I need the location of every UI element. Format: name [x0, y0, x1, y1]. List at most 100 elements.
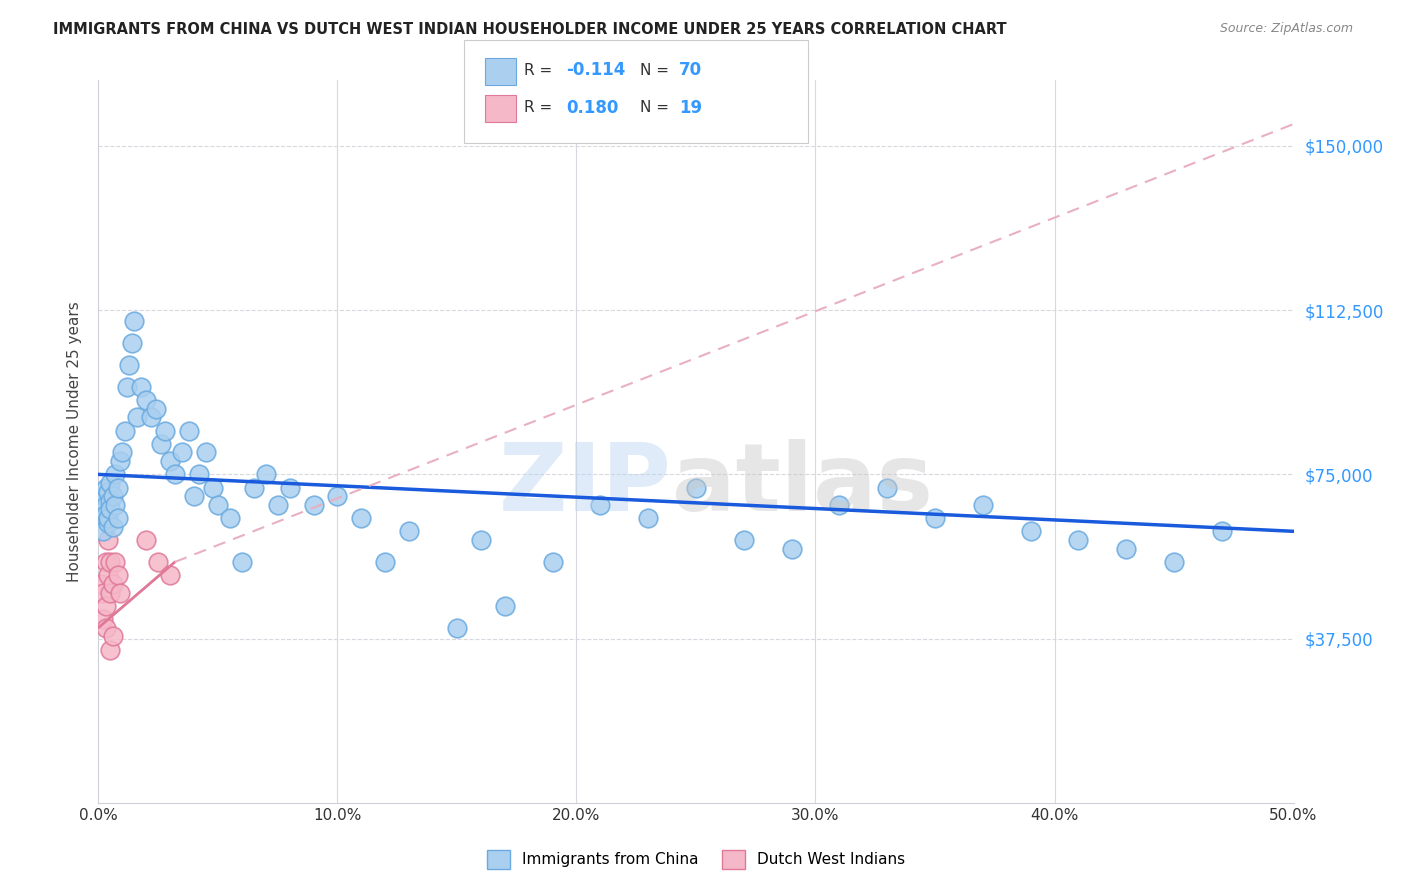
Point	[101, 629, 124, 643]
Point	[111, 445, 134, 459]
Point	[780, 541, 803, 556]
Text: 70: 70	[679, 62, 702, 79]
Text: ZIP: ZIP	[499, 439, 672, 531]
Point	[876, 481, 898, 495]
Point	[267, 498, 290, 512]
Text: 0.180: 0.180	[567, 99, 619, 117]
Text: atlas: atlas	[672, 439, 934, 531]
Point	[1115, 541, 1137, 556]
Point	[195, 445, 218, 459]
Point	[118, 358, 141, 372]
Point	[398, 524, 420, 539]
Point	[231, 555, 253, 569]
Text: R =: R =	[524, 63, 558, 78]
Point	[91, 524, 114, 539]
Point	[163, 467, 186, 482]
Point	[254, 467, 277, 482]
Point	[125, 410, 148, 425]
Point	[98, 555, 122, 569]
Point	[350, 511, 373, 525]
Point	[243, 481, 266, 495]
Point	[90, 511, 112, 525]
Point	[107, 481, 129, 495]
Point	[98, 476, 122, 491]
Point	[135, 392, 157, 407]
Point	[98, 585, 122, 599]
Point	[139, 410, 162, 425]
Point	[155, 424, 177, 438]
Point	[187, 467, 209, 482]
Point	[104, 498, 127, 512]
Point	[219, 511, 242, 525]
Point	[131, 380, 153, 394]
Point	[98, 502, 122, 516]
Text: -0.114: -0.114	[567, 62, 626, 79]
Point	[101, 577, 124, 591]
Point	[98, 642, 122, 657]
Point	[589, 498, 612, 512]
Point	[972, 498, 994, 512]
Point	[91, 585, 114, 599]
Point	[104, 467, 127, 482]
Point	[685, 481, 707, 495]
Point	[114, 424, 136, 438]
Point	[148, 555, 170, 569]
Point	[135, 533, 157, 547]
Point	[302, 498, 325, 512]
Point	[94, 507, 117, 521]
Point	[101, 520, 124, 534]
Text: R =: R =	[524, 101, 558, 115]
Point	[121, 336, 143, 351]
Point	[159, 454, 181, 468]
Point	[94, 481, 117, 495]
Point	[374, 555, 396, 569]
Point	[149, 436, 172, 450]
Point	[94, 621, 117, 635]
Point	[107, 568, 129, 582]
Point	[494, 599, 516, 613]
Text: Source: ZipAtlas.com: Source: ZipAtlas.com	[1219, 22, 1353, 36]
Text: IMMIGRANTS FROM CHINA VS DUTCH WEST INDIAN HOUSEHOLDER INCOME UNDER 25 YEARS COR: IMMIGRANTS FROM CHINA VS DUTCH WEST INDI…	[53, 22, 1007, 37]
Point	[470, 533, 492, 547]
Point	[733, 533, 755, 547]
Point	[183, 489, 205, 503]
Text: N =: N =	[640, 101, 673, 115]
Point	[94, 555, 117, 569]
Point	[97, 533, 120, 547]
Point	[97, 516, 120, 530]
Point	[91, 489, 114, 503]
Point	[108, 585, 131, 599]
Point	[124, 314, 146, 328]
Point	[94, 599, 117, 613]
Point	[924, 511, 946, 525]
Point	[104, 555, 127, 569]
Point	[94, 498, 117, 512]
Point	[97, 568, 120, 582]
Point	[115, 380, 138, 394]
Point	[1211, 524, 1233, 539]
Point	[107, 511, 129, 525]
Point	[828, 498, 851, 512]
Point	[1019, 524, 1042, 539]
Point	[541, 555, 564, 569]
Point	[91, 612, 114, 626]
Text: 19: 19	[679, 99, 702, 117]
Point	[172, 445, 194, 459]
Y-axis label: Householder Income Under 25 years: Householder Income Under 25 years	[67, 301, 83, 582]
Point	[98, 493, 122, 508]
Point	[97, 484, 120, 499]
Point	[101, 489, 124, 503]
Point	[446, 621, 468, 635]
Point	[108, 454, 131, 468]
Point	[159, 568, 181, 582]
Point	[1163, 555, 1185, 569]
Legend: Immigrants from China, Dutch West Indians: Immigrants from China, Dutch West Indian…	[481, 844, 911, 875]
Point	[1067, 533, 1090, 547]
Point	[145, 401, 167, 416]
Point	[90, 577, 112, 591]
Point	[326, 489, 349, 503]
Text: N =: N =	[640, 63, 673, 78]
Point	[179, 424, 201, 438]
Point	[637, 511, 659, 525]
Point	[97, 511, 120, 525]
